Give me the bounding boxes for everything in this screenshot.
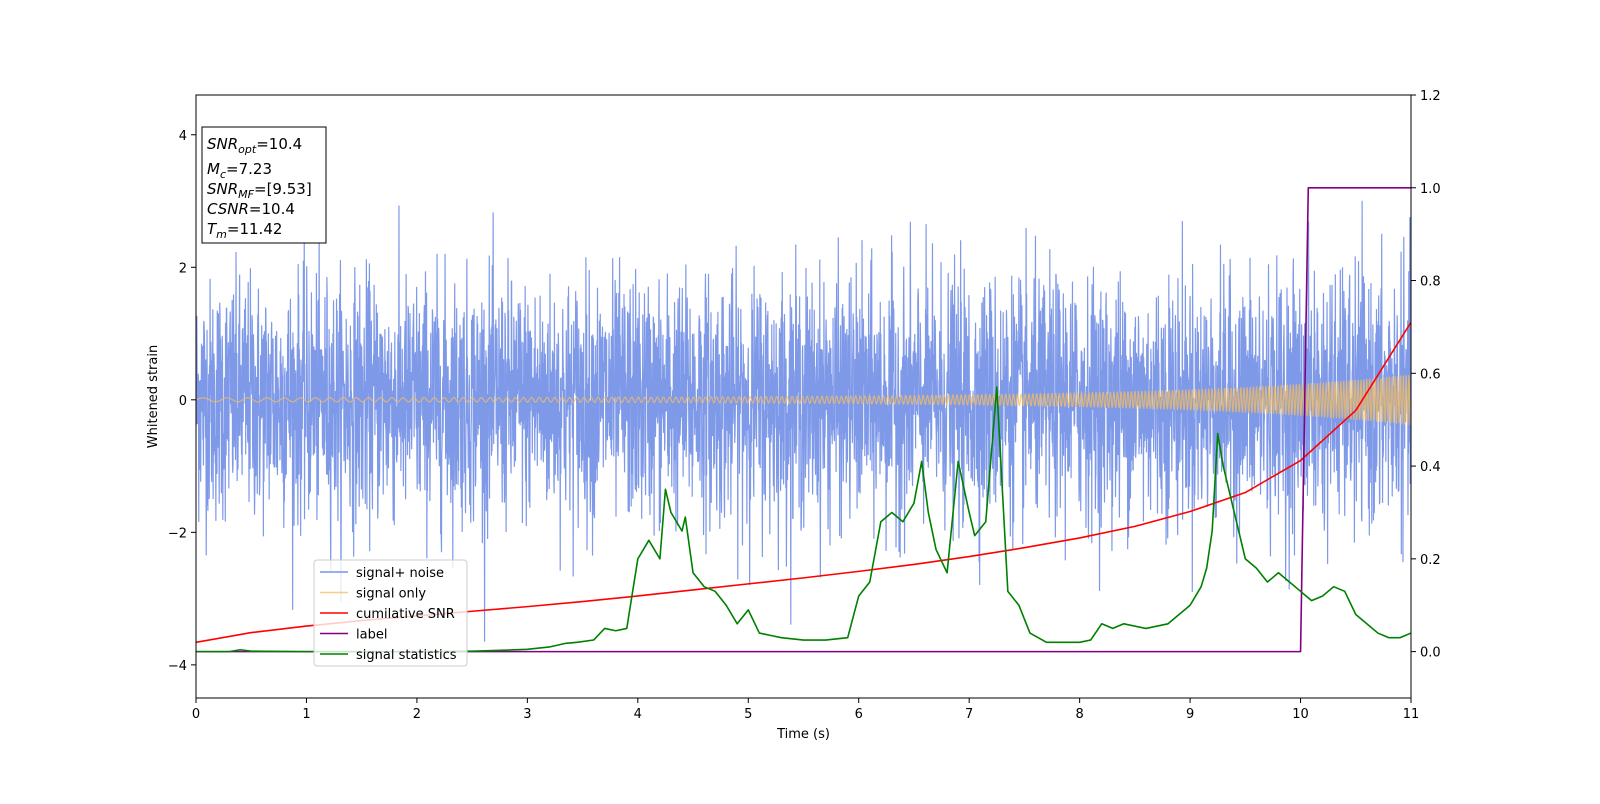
x-tick-label: 8 bbox=[1075, 707, 1083, 722]
x-tick-label: 5 bbox=[744, 707, 752, 722]
y-right-tick-label: 0.0 bbox=[1420, 646, 1441, 661]
y-tick-label: 4 bbox=[179, 129, 187, 144]
y-right-tick-label: 0.4 bbox=[1420, 460, 1441, 475]
info-line: Mc=7.23 bbox=[207, 160, 272, 181]
y-right-tick-label: 0.6 bbox=[1420, 367, 1441, 382]
x-tick-label: 0 bbox=[192, 707, 200, 722]
info-line: SNRMF=[9.53] bbox=[207, 180, 312, 201]
x-tick-label: 1 bbox=[302, 707, 310, 722]
series-line-1 bbox=[196, 374, 1411, 426]
x-tick-label: 4 bbox=[634, 707, 642, 722]
legend-label: signal+ noise bbox=[356, 566, 444, 581]
x-tick-label: 6 bbox=[855, 707, 863, 722]
legend-label: signal statistics bbox=[356, 648, 457, 663]
y-tick-label: 2 bbox=[179, 261, 187, 276]
x-tick-label: 9 bbox=[1186, 707, 1194, 722]
x-tick-label: 11 bbox=[1403, 707, 1420, 722]
info-line: Tm=11.42 bbox=[207, 220, 282, 241]
series-line-4 bbox=[196, 386, 1411, 653]
x-tick-label: 3 bbox=[523, 707, 531, 722]
info-line: SNRopt=10.4 bbox=[207, 135, 302, 156]
x-tick-label: 7 bbox=[965, 707, 973, 722]
legend-label: label bbox=[356, 628, 387, 643]
y-right-tick-label: 1.0 bbox=[1420, 182, 1441, 197]
y-axis-label: Whitened strain bbox=[146, 345, 161, 448]
x-tick-label: 2 bbox=[413, 707, 421, 722]
y-right-tick-label: 1.2 bbox=[1420, 89, 1441, 104]
legend: signal+ noise signal only cumilative SNR la… bbox=[313, 559, 468, 667]
plot-frame bbox=[195, 94, 1412, 699]
y-tick-label: −2 bbox=[168, 526, 187, 541]
y-tick-label: −4 bbox=[168, 659, 187, 674]
x-axis-label: Time (s) bbox=[776, 727, 830, 742]
legend-label: signal only bbox=[356, 587, 426, 602]
info-line: CSNR=10.4 bbox=[207, 200, 295, 218]
legend-label: cumilative SNR bbox=[356, 607, 455, 622]
series-line-0 bbox=[196, 200, 1411, 642]
y-right-tick-label: 0.2 bbox=[1420, 553, 1441, 568]
y-tick-label: 0 bbox=[179, 394, 187, 409]
x-tick-label: 10 bbox=[1292, 707, 1309, 722]
series-line-3 bbox=[196, 186, 1411, 653]
y-right-tick-label: 0.8 bbox=[1420, 275, 1441, 290]
